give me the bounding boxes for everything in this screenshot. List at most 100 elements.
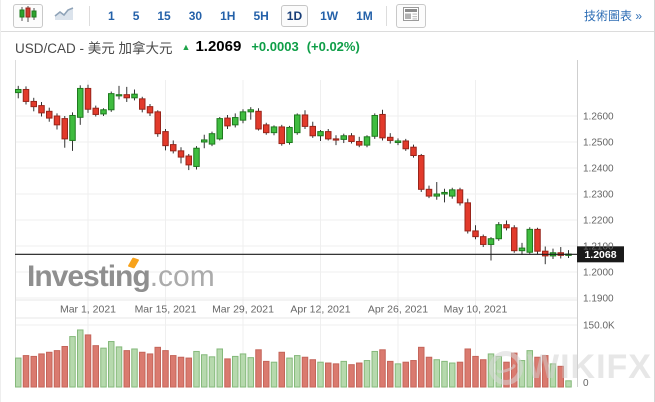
period-15[interactable]: 15 xyxy=(151,5,176,27)
line-chart-button[interactable] xyxy=(49,4,79,28)
candle xyxy=(177,150,185,158)
volume-bar xyxy=(340,360,347,388)
period-1[interactable]: 1 xyxy=(102,5,121,27)
volume-bar xyxy=(565,380,572,388)
volume-bar xyxy=(216,348,223,388)
period-5[interactable]: 5 xyxy=(127,5,146,27)
volume-bar xyxy=(131,348,138,388)
candle xyxy=(425,188,433,197)
candle xyxy=(487,238,495,245)
candle xyxy=(363,136,371,146)
candle xyxy=(108,93,115,111)
volume-bar xyxy=(325,362,332,388)
volume-bar xyxy=(363,360,371,388)
technical-chart-link[interactable]: 技術圖表 » xyxy=(583,9,642,23)
candle xyxy=(472,230,479,238)
y-axis-tick-label: 1.2200 xyxy=(583,216,614,227)
volume-bar xyxy=(146,353,154,388)
volume-bar xyxy=(495,355,502,388)
candle xyxy=(379,113,386,139)
volume-bar xyxy=(371,350,378,388)
volume-bar xyxy=(418,346,425,388)
volume-bar xyxy=(139,351,146,388)
candle xyxy=(340,135,347,140)
candle xyxy=(332,138,340,141)
candle xyxy=(216,118,223,140)
candle xyxy=(115,94,123,97)
candle xyxy=(495,224,502,240)
line-chart-icon xyxy=(54,7,74,24)
y-axis-tick-label: 1.1900 xyxy=(583,294,614,305)
volume-bar xyxy=(526,350,533,388)
candle xyxy=(69,114,76,141)
axis-labels: 1.26001.25001.24001.23001.22001.21001.20… xyxy=(60,112,615,390)
volume-bar xyxy=(278,351,285,388)
volume-bar xyxy=(441,360,448,388)
candle xyxy=(185,155,192,166)
candle xyxy=(394,140,402,144)
candle xyxy=(526,228,533,253)
candle xyxy=(255,110,262,130)
candle xyxy=(100,109,107,115)
price-volume-chart[interactable]: 1.2068 1.2600 1.2500 1.2400 1.2300 1.2200 1.21… xyxy=(1,60,655,402)
volume-bar xyxy=(177,356,185,388)
candlestick-chart-button[interactable] xyxy=(13,3,43,28)
volume-bar xyxy=(232,355,239,388)
volume-bar xyxy=(185,357,192,388)
candle xyxy=(247,109,254,113)
period-1H[interactable]: 1H xyxy=(214,5,241,27)
gridlines xyxy=(15,60,578,387)
period-1M[interactable]: 1M xyxy=(350,5,379,27)
investing-logo: Investing.com xyxy=(27,257,215,292)
candle xyxy=(139,98,146,110)
volume-bar xyxy=(394,363,402,388)
volume-bar xyxy=(108,341,115,388)
volume-bar xyxy=(263,360,270,388)
volume-bars xyxy=(15,329,572,388)
volume-min-label: 0 xyxy=(583,378,589,389)
volume-bar xyxy=(247,357,254,388)
volume-bar xyxy=(511,352,518,388)
period-30[interactable]: 30 xyxy=(183,5,208,27)
period-5H[interactable]: 5H xyxy=(247,5,274,27)
candle xyxy=(317,131,324,137)
y-axis-tick-label: 1.2300 xyxy=(583,190,614,201)
volume-bar xyxy=(301,356,309,388)
volume-bar xyxy=(542,355,549,388)
toolbar-divider xyxy=(89,5,90,26)
period-1D[interactable]: 1D xyxy=(280,4,309,27)
volume-bar xyxy=(449,362,456,388)
volume-bar xyxy=(123,350,130,388)
candle xyxy=(278,126,285,145)
volume-bar xyxy=(534,356,541,388)
volume-bar xyxy=(154,346,161,388)
volume-bar xyxy=(549,363,557,388)
volume-bar xyxy=(332,363,340,388)
candle xyxy=(441,191,448,195)
volume-bar xyxy=(425,356,433,388)
news-panel-icon xyxy=(402,7,419,24)
candle xyxy=(433,193,440,197)
candle xyxy=(263,124,270,134)
candle xyxy=(162,131,169,147)
candle xyxy=(193,147,200,167)
candle xyxy=(61,118,68,140)
volume-bar xyxy=(317,361,324,388)
last-price: 1.2069 xyxy=(195,38,242,55)
candle xyxy=(325,131,332,140)
current-price-label: 1.2068 xyxy=(584,249,616,261)
volume-bar xyxy=(433,359,440,388)
period-1W[interactable]: 1W xyxy=(314,5,344,27)
volume-bar xyxy=(30,355,37,388)
volume-bar xyxy=(379,349,386,388)
instrument-header: USD/CAD - 美元 加拿大元 ▲ 1.2069 +0.0003 (+0.0… xyxy=(1,33,654,60)
volume-bar xyxy=(201,354,208,388)
candle xyxy=(301,114,309,127)
y-axis-tick-label: 1.2000 xyxy=(583,268,614,279)
candle xyxy=(348,135,355,142)
chart-toolbar: 1 5 15 30 1H 5H 1D 1W 1M 技術圖表 » xyxy=(1,0,654,32)
news-panel-button[interactable] xyxy=(395,3,426,28)
volume-bar xyxy=(387,360,394,388)
volume-bar xyxy=(38,353,45,388)
